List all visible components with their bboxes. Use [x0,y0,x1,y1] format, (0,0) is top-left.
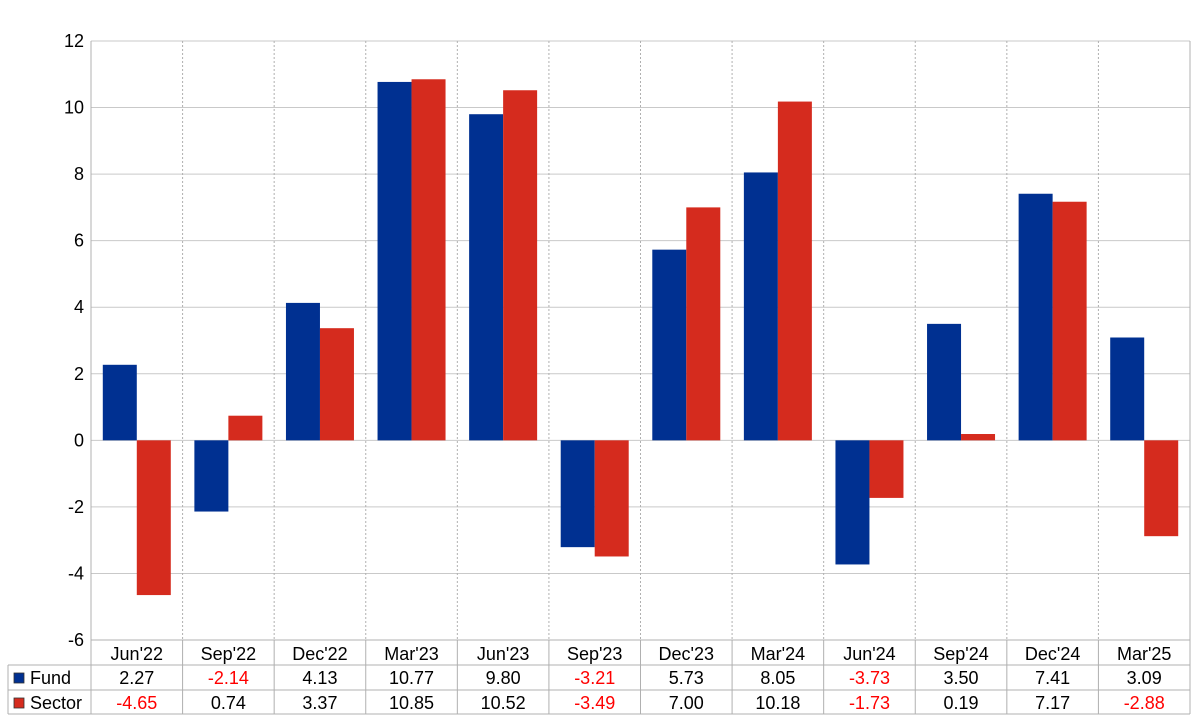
legend-swatch-fund [13,672,25,684]
data-label-fund: 2.27 [119,668,154,688]
data-label-fund: 10.77 [389,668,434,688]
data-label-sector: 10.18 [755,693,800,713]
y-tick-label: 12 [64,31,84,51]
data-label-sector: 7.17 [1035,693,1070,713]
y-tick-label: -2 [68,497,84,517]
data-label-sector: 0.74 [211,693,246,713]
bar-sector [228,415,263,441]
bar-sector [777,101,812,441]
data-table: Jun'22 Sep'22 Dec'22 Mar'23 Jun'23 Sep'23 Dec'… [7,639,1191,715]
bar-sector [1052,201,1087,441]
x-tick-label: Mar'24 [751,644,805,664]
data-label-sector: -4.65 [116,693,157,713]
bar-sector [319,328,354,441]
data-label-fund: -3.73 [849,668,890,688]
data-label-sector: 10.85 [389,693,434,713]
data-label-sector: 7.00 [669,693,704,713]
y-tick-label: 2 [74,364,84,384]
data-label-fund: 9.80 [486,668,521,688]
bar-fund [743,172,778,441]
bar-fund [1110,337,1145,441]
data-label-fund: 3.50 [944,668,979,688]
data-label-fund: 4.13 [302,668,337,688]
x-tick-label: Jun'22 [111,644,163,664]
x-tick-label: Sep'24 [933,644,989,664]
bar-sector [594,440,629,557]
bar-sector [961,434,996,441]
x-tick-label: Mar'23 [384,644,438,664]
data-label-fund: 8.05 [760,668,795,688]
bar-fund [927,323,962,441]
bar-sector [1144,440,1179,537]
data-label-fund: -3.21 [574,668,615,688]
bars [102,79,1179,596]
y-tick-label: -4 [68,563,84,583]
bar-fund [377,81,412,441]
bar-fund [835,440,870,565]
y-tick-label: 0 [74,430,84,450]
data-label-sector: 10.52 [481,693,526,713]
bar-fund [1018,193,1053,441]
bar-sector [136,440,171,596]
data-label-sector: -1.73 [849,693,890,713]
bar-fund [560,440,595,548]
x-tick-label: Sep'22 [201,644,257,664]
y-tick-label: 4 [74,297,84,317]
data-label-sector: -3.49 [574,693,615,713]
data-label-sector: 3.37 [302,693,337,713]
bar-sector [686,207,721,441]
bar-fund [194,440,229,512]
bar-fund [652,249,687,441]
x-tick-label: Dec'22 [292,644,347,664]
x-tick-label: Jun'24 [843,644,895,664]
x-tick-label: Mar'25 [1117,644,1171,664]
bar-fund [285,302,320,441]
grid [90,40,1191,641]
data-label-sector: -2.88 [1124,693,1165,713]
data-label-fund: -2.14 [208,668,249,688]
x-tick-label: Jun'23 [477,644,529,664]
y-tick-label: 8 [74,164,84,184]
legend-label-fund: Fund [30,668,71,688]
y-axis: -6 -4 -2 0 2 4 6 8 10 12 [64,31,84,650]
data-label-sector: 0.19 [944,693,979,713]
data-label-fund: 5.73 [669,668,704,688]
bar-sector [869,440,904,498]
legend-label-sector: Sector [30,693,82,713]
x-tick-label: Sep'23 [567,644,623,664]
x-tick-label: Dec'24 [1025,644,1080,664]
bar-fund [469,114,504,441]
y-tick-label: -6 [68,630,84,650]
data-label-fund: 7.41 [1035,668,1070,688]
bar-sector [503,90,538,441]
y-tick-label: 10 [64,98,84,118]
bar-fund [102,364,137,441]
data-label-fund: 3.09 [1127,668,1162,688]
legend-swatch-sector [13,697,25,709]
x-tick-label: Dec'23 [659,644,714,664]
bar-sector [411,79,446,441]
y-tick-label: 6 [74,231,84,251]
